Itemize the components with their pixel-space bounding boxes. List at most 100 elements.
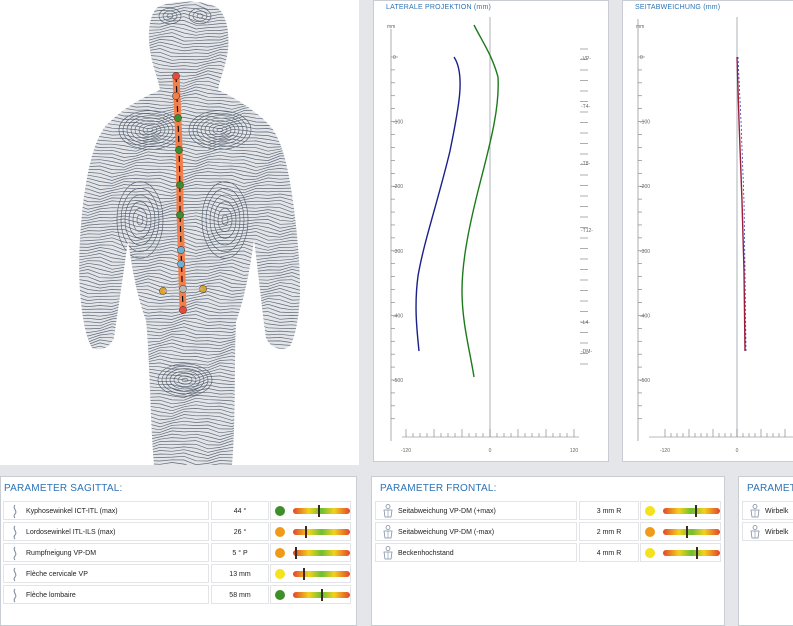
y-axis-unit: mm xyxy=(387,24,395,30)
parameter-row[interactable]: Flèche cervicale VP 13 mm xyxy=(3,564,351,583)
y-tick-label: -500 xyxy=(640,378,650,384)
lateral-projection-title: LATERALE PROJEKTION (mm) xyxy=(386,4,492,11)
vertebra-label: -VP- xyxy=(581,56,591,62)
spine-icon xyxy=(9,567,21,587)
y-tick-label: -300 xyxy=(640,249,650,255)
parameter-row[interactable]: Seitabweichung VP-DM (-max) 2 mm R xyxy=(375,522,721,541)
spine-landmark-point xyxy=(179,306,187,314)
sagittal-parameters-panel: PARAMETER SAGITTAL: Kyphosewinkel ICT-IT… xyxy=(0,476,357,626)
frontal-parameters-title: PARAMETER FRONTAL: xyxy=(380,483,497,494)
y-tick-label: 0 xyxy=(393,55,396,61)
parameter-indicator xyxy=(640,543,721,562)
parameter-label-cell: Wirbelk xyxy=(742,501,793,520)
range-marker xyxy=(303,568,306,580)
torso-icon xyxy=(748,525,762,545)
parameter-row[interactable]: Rumpfneigung VP-DM 5 ° P xyxy=(3,543,351,562)
range-marker xyxy=(304,526,307,538)
lateral-deviation-title: SEITABWEICHUNG (mm) xyxy=(635,4,721,11)
vertebra-label: -T12- xyxy=(581,228,593,234)
parameter-row[interactable]: Beckenhochstand 4 mm R xyxy=(375,543,721,562)
parameter-label-cell: Flèche cervicale VP xyxy=(3,564,209,583)
spine-line xyxy=(159,72,207,314)
parameter-indicator xyxy=(270,543,351,562)
y-tick-label: 0 xyxy=(640,55,643,61)
spine-icon xyxy=(9,525,21,545)
parameter-label: Flèche lombaire xyxy=(26,592,76,599)
parameter-indicator xyxy=(270,501,351,520)
range-bar xyxy=(293,529,350,535)
status-dot xyxy=(645,548,655,558)
back-topography-image xyxy=(79,1,300,465)
spine-midline-line xyxy=(461,24,499,378)
posterior-contour-line xyxy=(415,56,461,352)
spine-landmark-point xyxy=(177,260,185,268)
y-tick-label: -500 xyxy=(393,378,403,384)
range-bar xyxy=(293,550,350,556)
parameter-label: Seitabweichung VP-DM (+max) xyxy=(398,508,496,515)
status-dot xyxy=(275,548,285,558)
range-bar xyxy=(663,529,720,535)
parameter-indicator xyxy=(270,522,351,541)
back-scan-panel xyxy=(0,0,359,465)
x-tick-label: -120 xyxy=(401,448,411,454)
parameter-row[interactable]: Seitabweichung VP-DM (+max) 3 mm R xyxy=(375,501,721,520)
parameter-row[interactable]: Flèche lombaire 58 mm xyxy=(3,585,351,604)
y-tick-label: -100 xyxy=(640,120,650,126)
deviation-reference-line xyxy=(737,56,747,352)
range-marker xyxy=(318,505,321,517)
torso-icon xyxy=(381,525,395,545)
range-bar xyxy=(663,550,720,556)
spine-landmark-point xyxy=(179,285,187,293)
torso-icon xyxy=(748,504,762,524)
vertebra-label: -T4- xyxy=(581,104,591,110)
parameter-row[interactable]: Kyphosewinkel ICT-ITL (max) 44 ° xyxy=(3,501,351,520)
parameter-value: 5 ° P xyxy=(211,543,269,562)
spine-landmark-point xyxy=(175,146,183,154)
parameter-label: Flèche cervicale VP xyxy=(26,571,88,578)
rotation-parameters-title: PARAMETER xyxy=(747,483,793,494)
parameter-value: 13 mm xyxy=(211,564,269,583)
parameter-indicator xyxy=(640,501,721,520)
lateral-projection-panel: LATERALE PROJEKTION (mm) mm 0 -100 -200 -300… xyxy=(373,0,609,462)
parameter-label-cell: Lordosewinkel ITL-ILS (max) xyxy=(3,522,209,541)
range-marker xyxy=(696,547,699,559)
spine-landmark-point xyxy=(172,92,180,100)
lateral-deviation-panel: SEITABWEICHUNG (mm) mm 0 -100 -200 -300 -400 -… xyxy=(622,0,793,462)
vertebra-label: -L4- xyxy=(581,320,590,326)
spine-landmark-point xyxy=(176,211,184,219)
status-dot xyxy=(645,506,655,516)
parameter-label-cell: Seitabweichung VP-DM (-max) xyxy=(375,522,577,541)
spine-icon xyxy=(9,546,21,566)
y-tick-label: -400 xyxy=(640,313,650,319)
y-tick-label: -200 xyxy=(393,184,403,190)
parameter-label: Kyphosewinkel ICT-ITL (max) xyxy=(26,508,118,515)
range-marker xyxy=(294,547,297,559)
vertebra-label: -T8- xyxy=(581,161,591,167)
parameter-label: Beckenhochstand xyxy=(398,550,454,557)
parameter-label-cell: Flèche lombaire xyxy=(3,585,209,604)
parameter-value: 3 mm R xyxy=(579,501,639,520)
parameter-label-cell: Kyphosewinkel ICT-ITL (max) xyxy=(3,501,209,520)
rotation-parameters-panel: PARAMETER Wirbelk Wirbelk xyxy=(738,476,793,626)
parameter-label-cell: Rumpfneigung VP-DM xyxy=(3,543,209,562)
spine-landmark-point xyxy=(176,181,184,189)
range-marker xyxy=(695,505,698,517)
parameter-label-cell: Seitabweichung VP-DM (+max) xyxy=(375,501,577,520)
vertebra-label: -DM- xyxy=(581,349,592,355)
parameter-row[interactable]: Wirbelk xyxy=(742,501,793,520)
y-tick-label: -100 xyxy=(393,120,403,126)
y-tick-label: -400 xyxy=(393,313,403,319)
torso-icon xyxy=(381,504,395,524)
x-tick-label: -120 xyxy=(660,448,670,454)
deviation-line xyxy=(736,56,746,352)
range-bar xyxy=(293,508,350,514)
parameter-label-cell: Wirbelk xyxy=(742,522,793,541)
status-dot xyxy=(275,590,285,600)
parameter-value: 4 mm R xyxy=(579,543,639,562)
range-marker xyxy=(685,526,688,538)
x-tick-label: 0 xyxy=(489,448,492,454)
parameter-row[interactable]: Wirbelk xyxy=(742,522,793,541)
parameter-row[interactable]: Lordosewinkel ITL-ILS (max) 26 ° xyxy=(3,522,351,541)
status-dot xyxy=(275,527,285,537)
status-dot xyxy=(645,527,655,537)
